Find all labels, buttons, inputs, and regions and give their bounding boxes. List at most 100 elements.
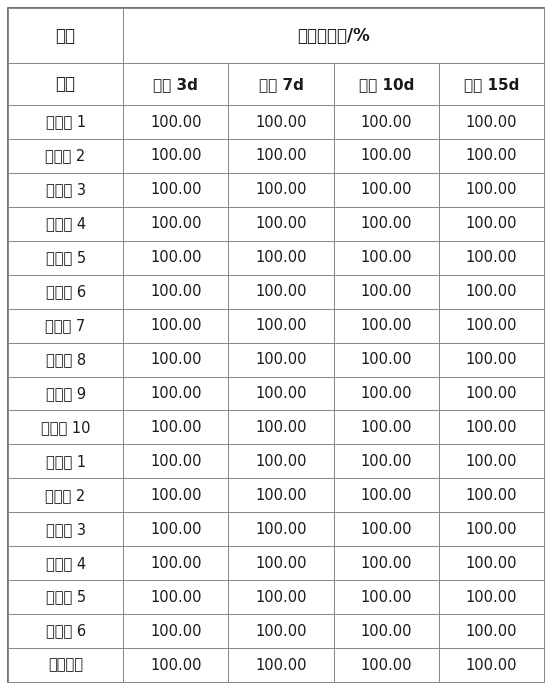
Bar (229, 105, 333, 139)
Text: 对比例 6: 对比例 6 (46, 624, 86, 638)
Bar (229, 614, 333, 648)
Bar (123, 546, 229, 580)
Text: 100.00: 100.00 (150, 522, 201, 537)
Bar (333, 411, 439, 444)
Text: 对比例 2: 对比例 2 (45, 488, 86, 503)
Bar (123, 648, 229, 682)
Bar (8, 308, 123, 343)
Bar (333, 105, 439, 139)
Bar (333, 444, 439, 478)
Bar (229, 241, 333, 275)
Bar (229, 444, 333, 478)
Text: 实施例 7: 实施例 7 (45, 318, 86, 333)
Text: 100.00: 100.00 (360, 250, 412, 265)
Bar (8, 105, 123, 139)
Bar (123, 512, 229, 546)
Bar (229, 411, 333, 444)
Bar (8, 139, 123, 173)
Text: 100.00: 100.00 (255, 386, 307, 401)
Bar (333, 478, 439, 512)
Text: 100.00: 100.00 (255, 488, 307, 503)
Bar (123, 308, 229, 343)
Text: 100.00: 100.00 (360, 386, 412, 401)
Bar (439, 63, 544, 105)
Text: 实施例 9: 实施例 9 (46, 386, 86, 401)
Bar (8, 478, 123, 512)
Text: 100.00: 100.00 (150, 590, 201, 604)
Bar (229, 173, 333, 207)
Text: 100.00: 100.00 (255, 318, 307, 333)
Text: 100.00: 100.00 (255, 217, 307, 231)
Bar (229, 308, 333, 343)
Text: 100.00: 100.00 (255, 148, 307, 164)
Bar (333, 377, 439, 411)
Bar (8, 63, 123, 105)
Text: 100.00: 100.00 (150, 488, 201, 503)
Bar (8, 343, 123, 377)
Text: 100.00: 100.00 (466, 217, 517, 231)
Bar (123, 580, 229, 614)
Bar (229, 63, 333, 105)
Text: 100.00: 100.00 (150, 182, 201, 197)
Bar (439, 207, 544, 241)
Bar (8, 207, 123, 241)
Bar (123, 139, 229, 173)
Text: 实施例 3: 实施例 3 (46, 182, 86, 197)
Text: 100.00: 100.00 (466, 590, 517, 604)
Bar (439, 512, 544, 546)
Bar (333, 63, 439, 105)
Text: 实施例 10: 实施例 10 (41, 420, 91, 435)
Bar (333, 207, 439, 241)
Text: 100.00: 100.00 (360, 488, 412, 503)
Text: 100.00: 100.00 (466, 318, 517, 333)
Bar (229, 275, 333, 308)
Text: 对比例 4: 对比例 4 (46, 555, 86, 571)
Bar (439, 580, 544, 614)
Text: 对比例 3: 对比例 3 (46, 522, 86, 537)
Text: 100.00: 100.00 (360, 420, 412, 435)
Text: 药后 10d: 药后 10d (359, 77, 414, 92)
Text: 药后 3d: 药后 3d (153, 77, 198, 92)
Text: 100.00: 100.00 (466, 386, 517, 401)
Text: 100.00: 100.00 (360, 217, 412, 231)
Bar (123, 8, 544, 63)
Text: 实施例 1: 实施例 1 (46, 115, 86, 130)
Text: 100.00: 100.00 (150, 284, 201, 299)
Text: 100.00: 100.00 (466, 420, 517, 435)
Bar (8, 241, 123, 275)
Text: 清水对照: 清水对照 (48, 658, 83, 673)
Text: 100.00: 100.00 (150, 420, 201, 435)
Bar (439, 478, 544, 512)
Bar (439, 139, 544, 173)
Text: 100.00: 100.00 (360, 590, 412, 604)
Bar (333, 173, 439, 207)
Text: 100.00: 100.00 (360, 148, 412, 164)
Text: 100.00: 100.00 (360, 352, 412, 367)
Bar (333, 546, 439, 580)
Text: 100.00: 100.00 (255, 590, 307, 604)
Text: 100.00: 100.00 (466, 352, 517, 367)
Text: 100.00: 100.00 (360, 522, 412, 537)
Text: 100.00: 100.00 (466, 624, 517, 638)
Bar (439, 377, 544, 411)
Text: 水稻成活率/%: 水稻成活率/% (297, 27, 370, 45)
Text: 100.00: 100.00 (466, 555, 517, 571)
Text: 100.00: 100.00 (466, 250, 517, 265)
Text: 100.00: 100.00 (255, 182, 307, 197)
Bar (123, 614, 229, 648)
Bar (123, 275, 229, 308)
Text: 100.00: 100.00 (150, 555, 201, 571)
Bar (123, 207, 229, 241)
Text: 100.00: 100.00 (466, 284, 517, 299)
Bar (229, 580, 333, 614)
Text: 100.00: 100.00 (150, 386, 201, 401)
Text: 100.00: 100.00 (150, 217, 201, 231)
Bar (8, 444, 123, 478)
Bar (439, 308, 544, 343)
Bar (123, 444, 229, 478)
Bar (123, 343, 229, 377)
Bar (123, 173, 229, 207)
Text: 100.00: 100.00 (466, 454, 517, 469)
Text: 100.00: 100.00 (150, 148, 201, 164)
Bar (439, 648, 544, 682)
